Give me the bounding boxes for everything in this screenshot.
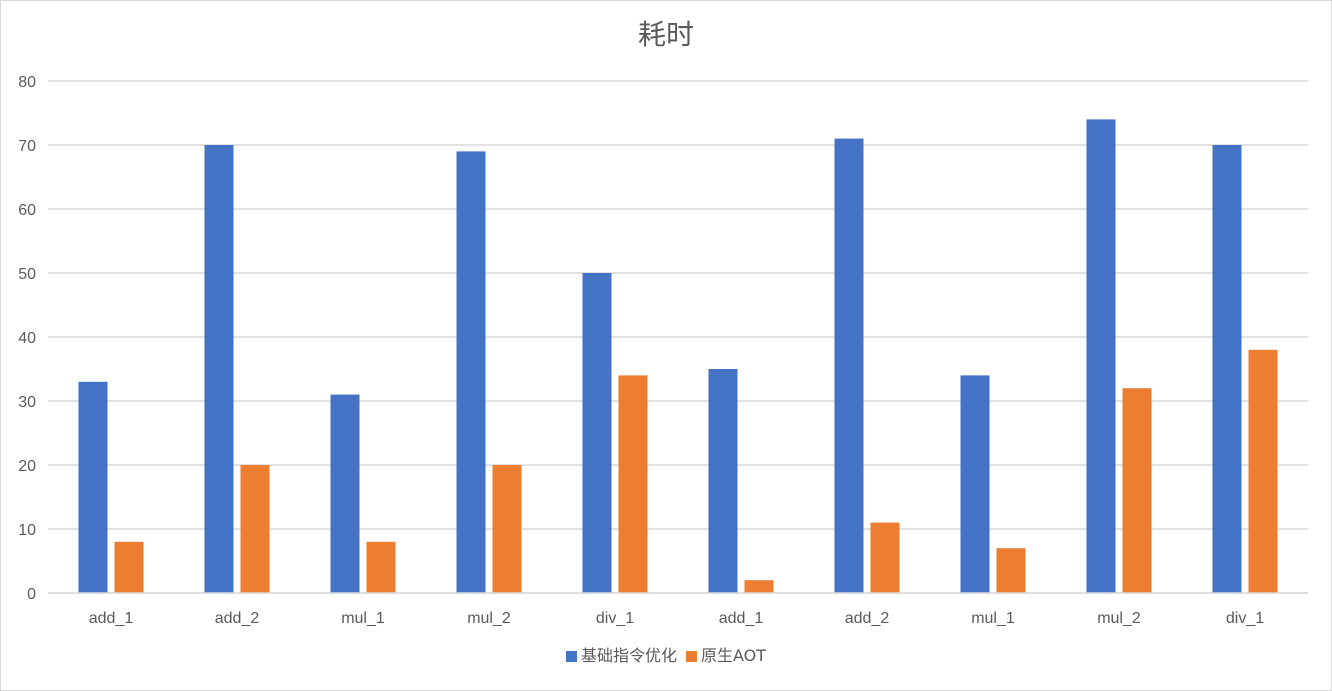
y-tick-label: 20 — [18, 458, 36, 475]
bars — [48, 119, 1308, 594]
x-tick-label: div_1 — [1226, 610, 1264, 627]
legend-item: 基础指令优化 — [565, 646, 677, 665]
legend: 基础指令优化 原生AOT — [565, 646, 766, 665]
bar-series-1 — [834, 138, 864, 593]
y-tick-label: 30 — [18, 394, 36, 411]
bar-series-2 — [744, 580, 774, 593]
y-tick-label: 70 — [18, 138, 36, 155]
x-tick-label: mul_1 — [971, 610, 1015, 627]
y-axis-ticks: 0 10 20 30 40 50 60 70 80 — [18, 74, 36, 603]
legend-label: 基础指令优化 — [581, 646, 677, 665]
x-tick-label: mul_2 — [467, 610, 511, 627]
y-tick-label: 10 — [18, 522, 36, 539]
bar-series-1 — [582, 273, 612, 593]
bar-series-2 — [870, 522, 900, 593]
y-tick-label: 40 — [18, 330, 36, 347]
bar-series-1 — [78, 381, 108, 593]
y-tick-label: 80 — [18, 74, 36, 91]
bar-series-1 — [1212, 145, 1242, 593]
x-axis-ticks: add_1 add_2 mul_1 mul_2 div_1 add_1 add_2 mul_1… — [89, 610, 1264, 627]
bar-series-1 — [1086, 119, 1116, 594]
bar-series-2 — [114, 541, 144, 593]
chart-title: 耗时 — [638, 18, 694, 51]
bar-series-1 — [204, 145, 234, 593]
bar-series-2 — [240, 465, 270, 593]
bar-series-2 — [492, 465, 522, 593]
bar-series-1 — [708, 369, 738, 593]
bar-series-2 — [366, 541, 396, 593]
legend-label: 原生AOT — [701, 646, 766, 665]
y-tick-label: 60 — [18, 202, 36, 219]
x-tick-label: add_1 — [89, 610, 134, 627]
x-tick-label: div_1 — [596, 610, 634, 627]
x-tick-label: mul_2 — [1097, 610, 1141, 627]
x-tick-label: mul_1 — [341, 610, 385, 627]
grid-lines — [48, 80, 1308, 594]
x-tick-label: add_2 — [845, 610, 890, 627]
bar-series-2 — [618, 375, 648, 593]
bar-series-2 — [996, 548, 1026, 593]
legend-item: 原生AOT — [685, 646, 766, 665]
y-tick-label: 0 — [27, 586, 36, 603]
legend-swatch — [685, 651, 697, 662]
x-tick-label: add_2 — [215, 610, 260, 627]
bar-series-1 — [960, 375, 990, 593]
bar-series-1 — [330, 394, 360, 593]
bar-series-1 — [456, 151, 486, 593]
bar-series-2 — [1248, 349, 1278, 593]
bar-series-2 — [1122, 388, 1152, 593]
y-tick-label: 50 — [18, 266, 36, 283]
legend-swatch — [565, 651, 577, 662]
x-tick-label: add_1 — [719, 610, 764, 627]
